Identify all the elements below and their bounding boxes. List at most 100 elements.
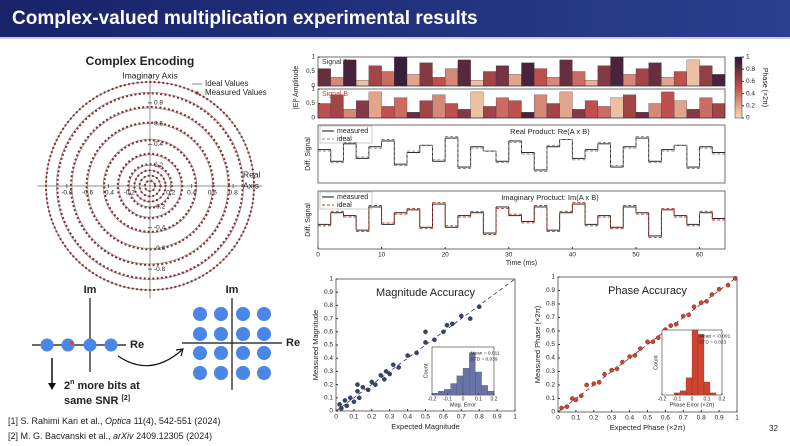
colorbar-tick-label: 1 [746, 54, 750, 61]
bar [648, 62, 662, 87]
bar [343, 109, 357, 119]
measured-ring [69, 105, 231, 267]
point [476, 304, 482, 310]
chart-title: Real Product: Re(A x B) [510, 127, 590, 136]
histogram-bar [685, 377, 693, 396]
point [709, 292, 715, 297]
x-tick-label: 0.8 [475, 414, 484, 421]
point [378, 373, 384, 378]
point [414, 350, 419, 356]
point [614, 366, 620, 372]
y-axis-label: Measured Phase (×2π) [533, 305, 542, 383]
point [596, 379, 602, 385]
measured-ring [138, 174, 162, 198]
bar [470, 80, 484, 87]
symbol [193, 346, 207, 360]
reference-text: [1] S. Rahimi Kari et al., [8, 416, 105, 426]
x-tick-label: -0.1 [443, 396, 452, 402]
symbol [257, 366, 271, 380]
point [365, 387, 371, 393]
histogram-bar [475, 371, 482, 396]
point [638, 346, 643, 351]
legend-label: measured [337, 194, 368, 201]
y-tick-label: 0 [551, 409, 555, 416]
y-tick-label: 0.2 [324, 381, 333, 388]
x-tick-label: 40 [569, 252, 577, 259]
y-tick-label: 0 [311, 83, 315, 90]
legend-label: Ideal Values [205, 79, 248, 88]
y-tick-label: 0.5 [546, 341, 555, 348]
legend-label: ideal [337, 202, 352, 209]
x-tick-label: 0.6 [439, 414, 448, 421]
y-tick-label: 0.6 [546, 328, 555, 335]
y-tick-label: 0.8 [546, 301, 555, 308]
bar [330, 94, 344, 119]
arrow [117, 349, 183, 367]
histogram-bar [481, 385, 488, 396]
bar [712, 74, 726, 87]
x-tick-label: 0.4 [403, 414, 412, 421]
title-rule [0, 37, 790, 39]
point [351, 399, 357, 405]
point [732, 276, 738, 281]
measured-ring [44, 80, 256, 292]
bar [508, 100, 522, 119]
bar [673, 71, 687, 87]
symbol [193, 366, 207, 380]
x-tick-label: 0.3 [385, 414, 394, 421]
point [383, 369, 389, 374]
measured-ring [143, 179, 157, 193]
page-number: 32 [769, 424, 778, 433]
signal-connector [330, 136, 713, 172]
point [360, 384, 366, 390]
x-tick-label: 0.2 [491, 396, 498, 402]
y-axis-label: Count [423, 363, 429, 378]
colorbar [734, 56, 743, 119]
y-tick-label: 0.8 [154, 100, 163, 107]
x-tick-label: 0 [462, 396, 465, 402]
x-tick-label: -0.2 [658, 396, 667, 402]
y-tick-label: 1 [311, 86, 315, 93]
caption-text: more bits at [74, 380, 140, 392]
bar [699, 65, 713, 87]
point [650, 339, 656, 345]
annotation: Mean = -0.001 [699, 333, 730, 339]
bar [635, 68, 649, 87]
x-tick-label: -0.2 [428, 396, 437, 402]
bar [432, 94, 446, 119]
y-axis-label: Count [653, 355, 659, 370]
signal-connector [330, 202, 713, 238]
symbol [214, 327, 228, 341]
legend-frame [319, 191, 373, 210]
symbol [236, 327, 250, 341]
legend-label: measured [337, 128, 368, 135]
x-tick-label: 0.6 [661, 415, 670, 422]
x-tick-label: 0.1 [704, 396, 711, 402]
histogram-bar [431, 392, 439, 396]
chart-title: Magnitude Accuracy [376, 287, 476, 299]
y-tick-label: 0.9 [546, 287, 555, 294]
bar [584, 100, 598, 119]
point [432, 337, 437, 343]
point [691, 304, 697, 310]
bar [623, 74, 637, 87]
bar [368, 65, 382, 87]
x-tick-label: 0 [556, 415, 560, 422]
x-tick-label: 0.2 [719, 396, 726, 402]
reference-diagonal [557, 276, 738, 413]
bar [406, 112, 420, 119]
point [698, 300, 704, 305]
y-axis-label: Imaginary Axis [122, 70, 177, 80]
bar [483, 71, 497, 87]
y-tick-label: 0.6 [324, 329, 333, 336]
constellation [193, 307, 271, 380]
point [673, 321, 679, 327]
x-tick-label: 0.8 [229, 190, 238, 197]
symbol [236, 346, 250, 360]
measured-ring [116, 152, 184, 220]
x-axis-label: Expected Phase (×2π) [610, 423, 686, 432]
caption-text: same SNR [64, 395, 121, 407]
bar [699, 97, 713, 119]
point [369, 379, 375, 385]
